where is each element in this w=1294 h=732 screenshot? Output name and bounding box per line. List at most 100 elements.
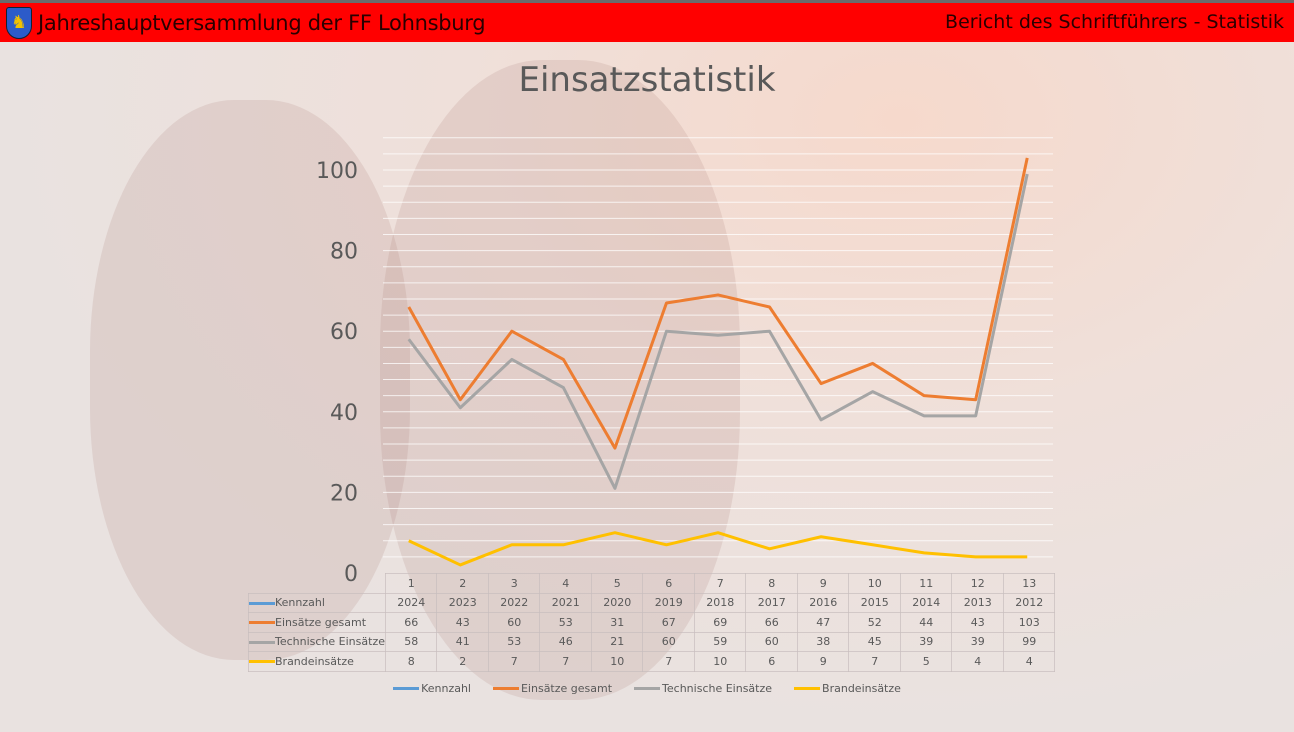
x-tick-label: 3 (487, 573, 541, 594)
data-label: 2017 (745, 592, 798, 613)
data-label: 21 (590, 631, 644, 652)
table-row: Technische Einsätze 58 41 53 46 21 60 59 60 38 45 3… (248, 631, 1056, 652)
legend-label: Einsätze gesamt (520, 682, 613, 695)
data-label: 41 (436, 631, 489, 652)
y-tick-label: 80 (330, 240, 358, 265)
legend-item: Einsätze gesamt (492, 682, 613, 695)
data-label: 10 (693, 651, 747, 672)
legend-key-icon (249, 621, 275, 625)
legend-item: Kennzahl (393, 682, 471, 695)
legend-item: Technische Einsätze (634, 682, 772, 695)
x-tick-label: 9 (796, 573, 850, 594)
data-label: 9 (796, 651, 850, 672)
data-label: 69 (693, 612, 747, 633)
legend-label: Kennzahl (421, 682, 471, 695)
data-label: 7 (539, 651, 592, 672)
x-tick-label: 7 (693, 573, 747, 594)
data-label: 53 (539, 612, 592, 633)
series-label: Kennzahl (248, 592, 386, 613)
data-label: 4 (1002, 651, 1056, 672)
series-line-brandeinsätze (408, 531, 1028, 567)
series-label: Brandeinsätze (248, 651, 386, 672)
table-row: Brandeinsätze 8 2 7 7 10 7 10 6 9 7 5 4 4 (248, 651, 1056, 672)
data-label: 60 (642, 631, 695, 652)
data-label: 7 (848, 651, 901, 672)
data-label: 103 (1002, 612, 1056, 633)
data-label: 47 (796, 612, 850, 633)
x-tick-label: 11 (899, 573, 953, 594)
data-label: 66 (384, 612, 438, 633)
legend-item: Brandeinsätze (794, 682, 901, 695)
legend-key-icon (393, 687, 420, 690)
data-label: 7 (487, 651, 541, 672)
data-label: 2012 (1002, 592, 1056, 613)
table-header-row: 1 2 3 4 5 6 7 8 9 10 11 12 13 (249, 573, 1056, 594)
data-label: 2 (436, 651, 489, 672)
x-tick-label: 2 (436, 573, 489, 594)
data-label: 67 (642, 612, 695, 633)
data-label: 2022 (487, 592, 541, 613)
data-label: 2014 (899, 592, 953, 613)
data-label: 58 (384, 631, 438, 652)
data-table: 1 2 3 4 5 6 7 8 9 10 11 12 13 Kennzahl 2024 2023 2022 202… (248, 573, 1056, 672)
data-label: 46 (539, 631, 592, 652)
series-label: Technische Einsätze (248, 631, 386, 652)
chart-legend: Kennzahl Einsätze gesamt Technische Einsät… (0, 682, 1294, 695)
data-label: 66 (745, 612, 798, 633)
legend-key-icon (634, 687, 661, 690)
data-label: 99 (1002, 631, 1056, 652)
data-label: 31 (590, 612, 644, 633)
data-label: 6 (745, 651, 798, 672)
data-label: 8 (384, 651, 438, 672)
x-tick-label: 12 (951, 573, 1004, 594)
data-label: 44 (899, 612, 953, 633)
legend-key-icon (249, 660, 275, 664)
data-label: 43 (951, 612, 1004, 633)
data-label: 38 (796, 631, 850, 652)
legend-key-icon (249, 640, 275, 644)
data-label: 39 (951, 631, 1004, 652)
header-bar: ♞ Jahreshauptversammlung der FF Lohnsbur… (0, 0, 1294, 42)
series-name: Einsätze gesamt (275, 615, 367, 629)
table-corner (249, 574, 386, 594)
y-tick-label: 20 (330, 481, 358, 506)
x-tick-label: 5 (590, 573, 644, 594)
y-tick-label: 40 (330, 401, 358, 426)
y-tick-label: 60 (330, 320, 358, 345)
coat-of-arms-icon: ♞ (6, 6, 32, 39)
background-firefighter-left (90, 100, 410, 660)
data-label: 2019 (642, 592, 695, 613)
data-label: 5 (899, 651, 953, 672)
data-label: 2018 (693, 592, 747, 613)
header-title: Jahreshauptversammlung der FF Lohnsburg (38, 10, 486, 35)
data-label: 2024 (384, 592, 438, 613)
data-label: 10 (590, 651, 644, 672)
x-tick-label: 1 (384, 573, 438, 594)
series-name: Technische Einsätze (275, 635, 385, 649)
series-label: Einsätze gesamt (248, 612, 386, 633)
series-name: Brandeinsätze (275, 654, 354, 668)
data-label: 39 (899, 631, 953, 652)
data-label: 2015 (848, 592, 901, 613)
data-label: 2021 (539, 592, 592, 613)
x-tick-label: 10 (848, 573, 901, 594)
x-tick-label: 4 (539, 573, 592, 594)
series-name: Kennzahl (275, 596, 325, 610)
data-label: 2016 (796, 592, 850, 613)
legend-key-icon (249, 601, 275, 605)
legend-label: Technische Einsätze (662, 682, 773, 695)
data-label: 2023 (436, 592, 489, 613)
data-label: 2020 (590, 592, 644, 613)
data-label: 2013 (951, 592, 1004, 613)
data-label: 53 (487, 631, 541, 652)
x-tick-label: 6 (642, 573, 695, 594)
chart-title: Einsatzstatistik (518, 60, 776, 100)
series-line-einsätze-gesamt (407, 157, 1029, 450)
legend-label: Brandeinsätze (822, 682, 901, 695)
data-label: 52 (848, 612, 901, 633)
data-label: 60 (745, 631, 798, 652)
legend-key-icon (794, 687, 821, 690)
y-tick-label: 0 (344, 562, 358, 587)
data-label: 45 (848, 631, 901, 652)
